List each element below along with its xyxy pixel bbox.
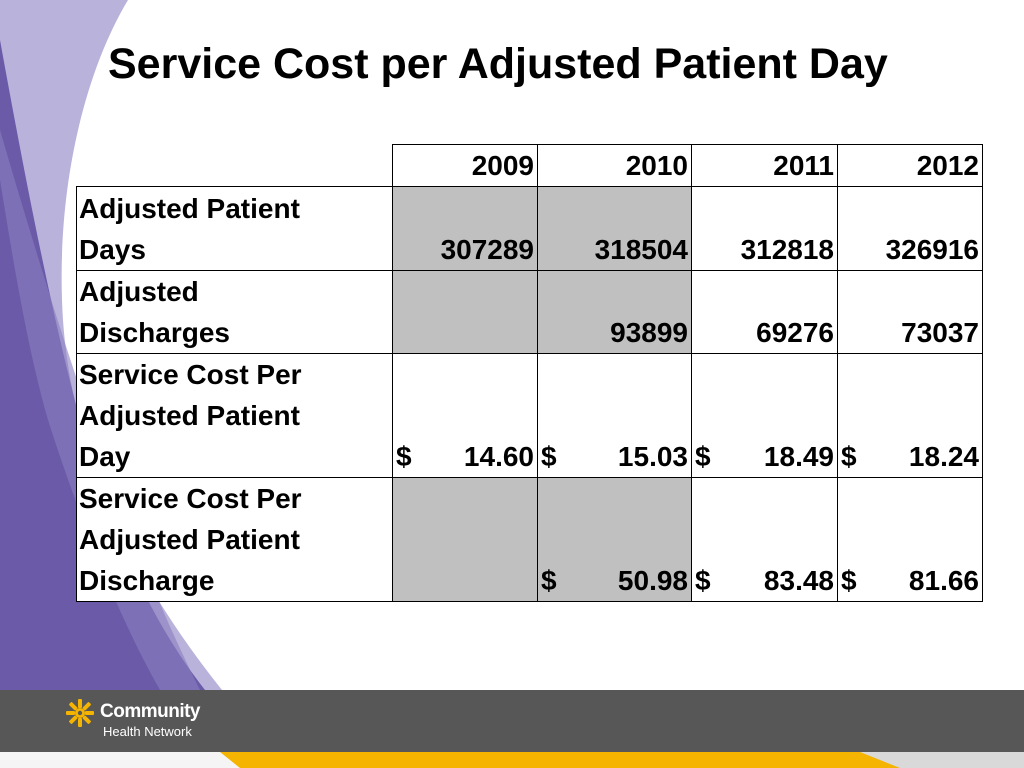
cell-value: 15.03 xyxy=(617,441,688,472)
row-header: Service Cost Per Adjusted Patient Discha… xyxy=(76,477,393,602)
brand-name: Community xyxy=(100,701,201,722)
cell-value: 83.48 xyxy=(763,565,834,596)
brand-subtitle: Health Network xyxy=(103,724,192,739)
table-cell: 69276 xyxy=(691,270,838,354)
table-cell: 318504 xyxy=(537,186,692,271)
row-header-line: Adjusted Patient xyxy=(79,524,300,555)
row-header-line: Discharges xyxy=(79,317,230,348)
table-row: Service Cost Per Adjusted Patient Discha… xyxy=(76,477,983,602)
currency-symbol: $ xyxy=(695,565,711,596)
cell-value: 50.98 xyxy=(617,565,688,596)
row-header-line: Service Cost Per xyxy=(79,483,302,514)
data-table: 2009 2010 2011 2012 Adjusted Patient Day… xyxy=(76,144,983,602)
currency-symbol: $ xyxy=(841,441,857,472)
column-header: 2009 xyxy=(392,144,538,187)
row-header-line: Adjusted xyxy=(79,276,199,307)
table-cell: $18.24 xyxy=(837,353,983,478)
row-header: Service Cost Per Adjusted Patient Day xyxy=(76,353,393,478)
footer-bar xyxy=(0,690,1024,752)
row-header-line: Adjusted Patient xyxy=(79,193,300,224)
currency-symbol: $ xyxy=(841,565,857,596)
table-row: Adjusted Patient Days 307289 318504 3128… xyxy=(76,186,983,271)
table-cell: $81.66 xyxy=(837,477,983,602)
row-header: Adjusted Patient Days xyxy=(76,186,393,271)
table-cell: $83.48 xyxy=(691,477,838,602)
table-cell xyxy=(392,477,538,602)
table-header-row: 2009 2010 2011 2012 xyxy=(76,144,983,187)
currency-symbol: $ xyxy=(396,441,412,472)
row-header-line: Days xyxy=(79,234,146,265)
row-header: Adjusted Discharges xyxy=(76,270,393,354)
column-header: 2011 xyxy=(691,144,838,187)
currency-symbol: $ xyxy=(541,441,557,472)
currency-symbol: $ xyxy=(695,441,711,472)
row-header-line: Service Cost Per xyxy=(79,359,302,390)
column-header: 2012 xyxy=(837,144,983,187)
logo: Community Health Network xyxy=(66,698,216,744)
cell-value: 14.60 xyxy=(463,441,534,472)
table-cell: 312818 xyxy=(691,186,838,271)
table-cell: 326916 xyxy=(837,186,983,271)
table-row: Service Cost Per Adjusted Patient Day $1… xyxy=(76,353,983,478)
page-title: Service Cost per Adjusted Patient Day xyxy=(108,40,888,88)
table-row: Adjusted Discharges 93899 69276 73037 xyxy=(76,270,983,354)
bottom-accent-stripe xyxy=(0,752,1024,768)
table-corner-cell xyxy=(76,144,393,187)
table-cell: 307289 xyxy=(392,186,538,271)
row-header-line: Adjusted Patient xyxy=(79,400,300,431)
table-cell: $14.60 xyxy=(392,353,538,478)
cell-value: 18.49 xyxy=(763,441,834,472)
table-cell xyxy=(392,270,538,354)
cell-value: 18.24 xyxy=(908,441,979,472)
row-header-line: Discharge xyxy=(79,565,215,596)
table-cell: 93899 xyxy=(537,270,692,354)
starburst-logo-icon xyxy=(66,699,94,727)
currency-symbol: $ xyxy=(541,565,557,596)
table-cell: $18.49 xyxy=(691,353,838,478)
table-cell: 73037 xyxy=(837,270,983,354)
column-header: 2010 xyxy=(537,144,692,187)
table-cell: $50.98 xyxy=(537,477,692,602)
cell-value: 81.66 xyxy=(908,565,979,596)
accent-stripe-shapes xyxy=(220,752,1024,768)
table-cell: $15.03 xyxy=(537,353,692,478)
row-header-line: Day xyxy=(79,441,131,472)
